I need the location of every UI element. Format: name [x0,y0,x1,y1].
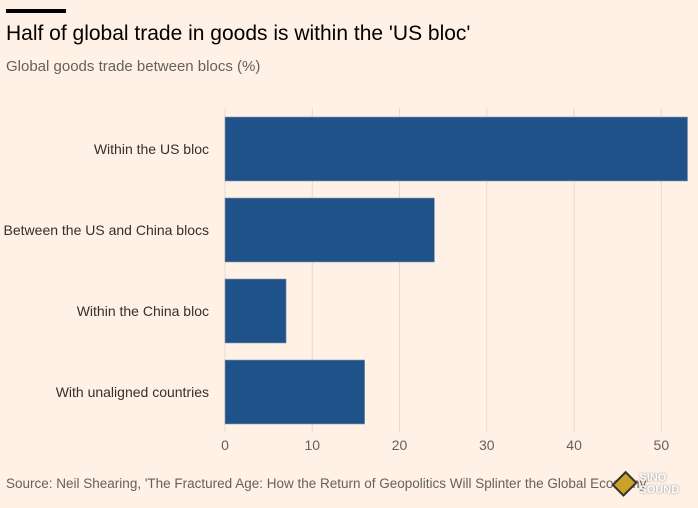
chart-title: Half of global trade in goods is within … [6,22,471,45]
bar [224,359,365,425]
chart-subtitle: Global goods trade between blocs (%) [6,58,261,75]
category-label: Between the US and China blocs [4,222,209,238]
x-tick-label: 0 [221,437,229,453]
bar [224,278,287,344]
x-tick-label: 40 [566,437,582,453]
watermark-logo-icon [611,470,638,498]
x-tick-label: 50 [654,437,670,453]
category-label: Within the US bloc [94,141,209,157]
x-tick-label: 20 [392,437,408,453]
bar-chart: 0 10 20 30 40 50 Within the US bloc Between the… [4,108,688,453]
category-label: Within the China bloc [77,303,209,319]
watermark-text: SINO SOUND [639,472,680,496]
bar [224,116,688,182]
x-tick-label: 30 [479,437,495,453]
category-label: With unaligned countries [56,384,209,400]
title-accent-bar [6,9,66,13]
watermark: SINO SOUND [611,470,698,498]
x-tick-label: 10 [304,437,320,453]
source-note: Source: Neil Shearing, 'The Fractured Ag… [6,476,649,491]
bar [224,197,435,263]
